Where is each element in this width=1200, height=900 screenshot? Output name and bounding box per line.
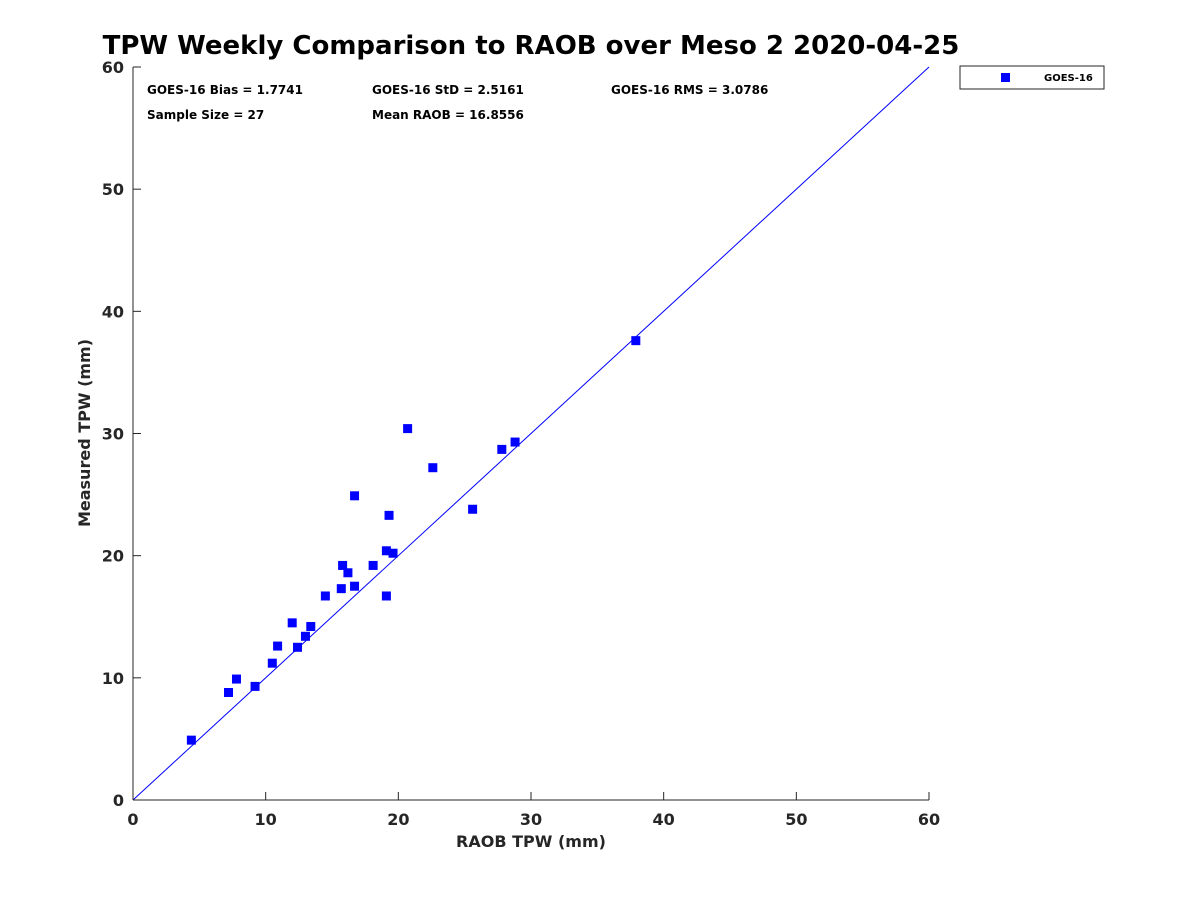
- x-tick-label: 60: [918, 810, 940, 829]
- data-point: [368, 560, 378, 570]
- stat-sample-size: Sample Size = 27: [147, 108, 264, 122]
- data-point: [338, 560, 348, 570]
- data-point: [231, 674, 241, 684]
- x-tick-label: 0: [127, 810, 138, 829]
- data-point: [384, 510, 394, 520]
- y-axis-label: Measured TPW (mm): [75, 339, 94, 527]
- data-point: [468, 504, 478, 514]
- legend-label-goes16: GOES-16: [1044, 73, 1093, 84]
- y-tick-label: 30: [102, 425, 124, 444]
- data-point: [350, 581, 360, 591]
- legend-marker-goes16: [1001, 73, 1010, 82]
- x-axis-label: RAOB TPW (mm): [456, 832, 606, 851]
- legend: GOES-16: [959, 65, 1105, 90]
- y-tick-label: 20: [102, 547, 124, 566]
- data-point: [381, 546, 391, 556]
- x-tick-label: 10: [255, 810, 277, 829]
- data-point: [343, 568, 353, 578]
- x-tick-label: 50: [785, 810, 807, 829]
- y-tick-label: 0: [113, 791, 124, 810]
- axis-ticks: 0 10 20 30 40 50 60 0 10 20 30 40 50 60: [102, 58, 940, 829]
- data-point: [403, 424, 413, 434]
- data-point: [510, 437, 520, 447]
- data-point: [273, 641, 283, 651]
- y-tick-label: 40: [102, 302, 124, 321]
- y-tick-label: 60: [102, 58, 124, 77]
- stat-bias: GOES-16 Bias = 1.7741: [147, 83, 303, 97]
- y-tick-label: 10: [102, 669, 124, 688]
- data-point: [224, 687, 234, 697]
- data-point: [293, 642, 303, 652]
- legend-box: [959, 65, 1105, 90]
- stat-std: GOES-16 StD = 2.5161: [372, 83, 524, 97]
- reference-line-layer: [132, 66, 930, 801]
- data-point: [250, 681, 260, 691]
- data-point: [306, 622, 316, 632]
- data-point: [631, 336, 641, 346]
- data-point: [336, 584, 346, 594]
- statistics-annotations: GOES-16 Bias = 1.7741 GOES-16 StD = 2.51…: [147, 83, 768, 122]
- data-point: [381, 591, 391, 601]
- data-point: [287, 618, 297, 628]
- one-to-one-line: [132, 66, 930, 801]
- data-point: [300, 631, 310, 641]
- data-point: [350, 491, 360, 501]
- x-tick-label: 40: [653, 810, 675, 829]
- data-point: [428, 463, 438, 473]
- x-tick-label: 30: [520, 810, 542, 829]
- data-point: [186, 735, 196, 745]
- data-point: [320, 591, 330, 601]
- x-tick-label: 20: [387, 810, 409, 829]
- stat-mean-raob: Mean RAOB = 16.8556: [372, 108, 524, 122]
- y-tick-label: 50: [102, 180, 124, 199]
- data-points-layer: [186, 336, 641, 745]
- data-point: [388, 548, 398, 558]
- chart-title: TPW Weekly Comparison to RAOB over Meso …: [103, 31, 960, 61]
- data-point: [267, 658, 277, 668]
- stat-rms: GOES-16 RMS = 3.0786: [611, 83, 768, 97]
- data-point: [497, 444, 507, 454]
